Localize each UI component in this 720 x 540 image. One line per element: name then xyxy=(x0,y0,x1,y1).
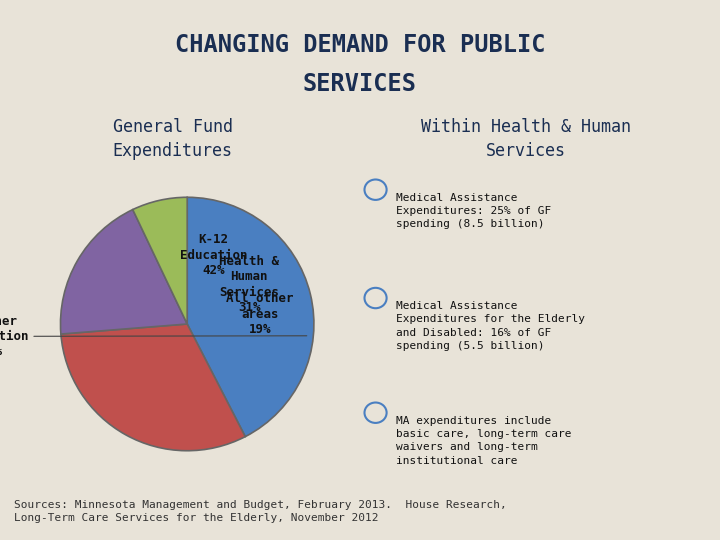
Text: MA expenditures include
basic care, long-term care
waivers and long-term
institu: MA expenditures include basic care, long… xyxy=(396,416,572,465)
Text: Sources: Minnesota Management and Budget, February 2013.  House Research,
Long-T: Sources: Minnesota Management and Budget… xyxy=(14,500,507,523)
Text: Medical Assistance
Expenditures: 25% of GF
spending (8.5 billion): Medical Assistance Expenditures: 25% of … xyxy=(396,193,552,230)
Text: Higher
Education
7%: Higher Education 7% xyxy=(0,315,307,358)
Wedge shape xyxy=(61,324,246,451)
Wedge shape xyxy=(132,197,187,324)
Text: All other
areas
19%: All other areas 19% xyxy=(226,292,294,336)
Text: General Fund
Expenditures: General Fund Expenditures xyxy=(113,118,233,160)
Text: Medical Assistance
Expenditures for the Elderly
and Disabled: 16% of GF
spending: Medical Assistance Expenditures for the … xyxy=(396,301,585,351)
Text: CHANGING DEMAND FOR PUBLIC: CHANGING DEMAND FOR PUBLIC xyxy=(175,33,545,57)
Text: Health &
Human
Services
31%: Health & Human Services 31% xyxy=(219,255,279,314)
Text: K-12
Education
42%: K-12 Education 42% xyxy=(180,233,247,278)
Wedge shape xyxy=(187,197,314,437)
Text: SERVICES: SERVICES xyxy=(303,72,417,96)
Text: Within Health & Human
Services: Within Health & Human Services xyxy=(420,118,631,160)
Wedge shape xyxy=(60,210,187,334)
